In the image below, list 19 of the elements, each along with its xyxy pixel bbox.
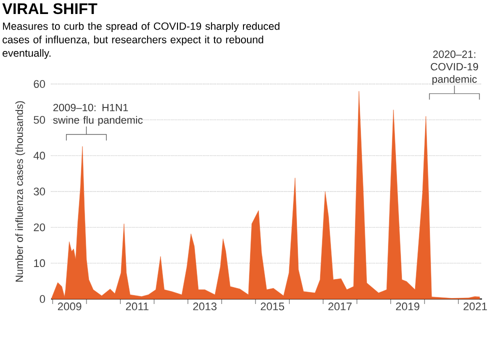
- x-tick-label: 2021: [464, 302, 487, 310]
- annotation: 2009–10: H1N1 swine flu pandemic: [53, 104, 143, 126]
- chart-title: VIRAL SHIFT: [2, 3, 98, 14]
- y-tick-label: 30: [34, 188, 46, 196]
- x-tick-label: 2015: [260, 302, 284, 310]
- y-tick-label: 0: [40, 295, 46, 303]
- y-tick-label: 40: [34, 152, 46, 160]
- x-tick-label: 2011: [126, 302, 148, 310]
- annotation: 2020–21: COVID-19 pandemic: [430, 50, 478, 85]
- x-tick-label: 2017: [328, 302, 352, 310]
- x-tick-label: 2019: [396, 302, 420, 310]
- x-tick-label: 2009: [58, 302, 82, 310]
- y-tick-label: 20: [34, 223, 46, 232]
- y-axis-title: Number of influenza cases (thousands): [15, 101, 26, 282]
- y-tick-label: 10: [34, 259, 46, 268]
- x-tick-label: 2013: [193, 302, 217, 310]
- y-tick-label: 50: [34, 116, 46, 124]
- chart-subtitle: Measures to curb the spread of COVID-19 sharply reduced cases of influenza, but researchers expect it to rebound eventually.: [2, 22, 280, 59]
- y-tick-label: 60: [34, 80, 46, 88]
